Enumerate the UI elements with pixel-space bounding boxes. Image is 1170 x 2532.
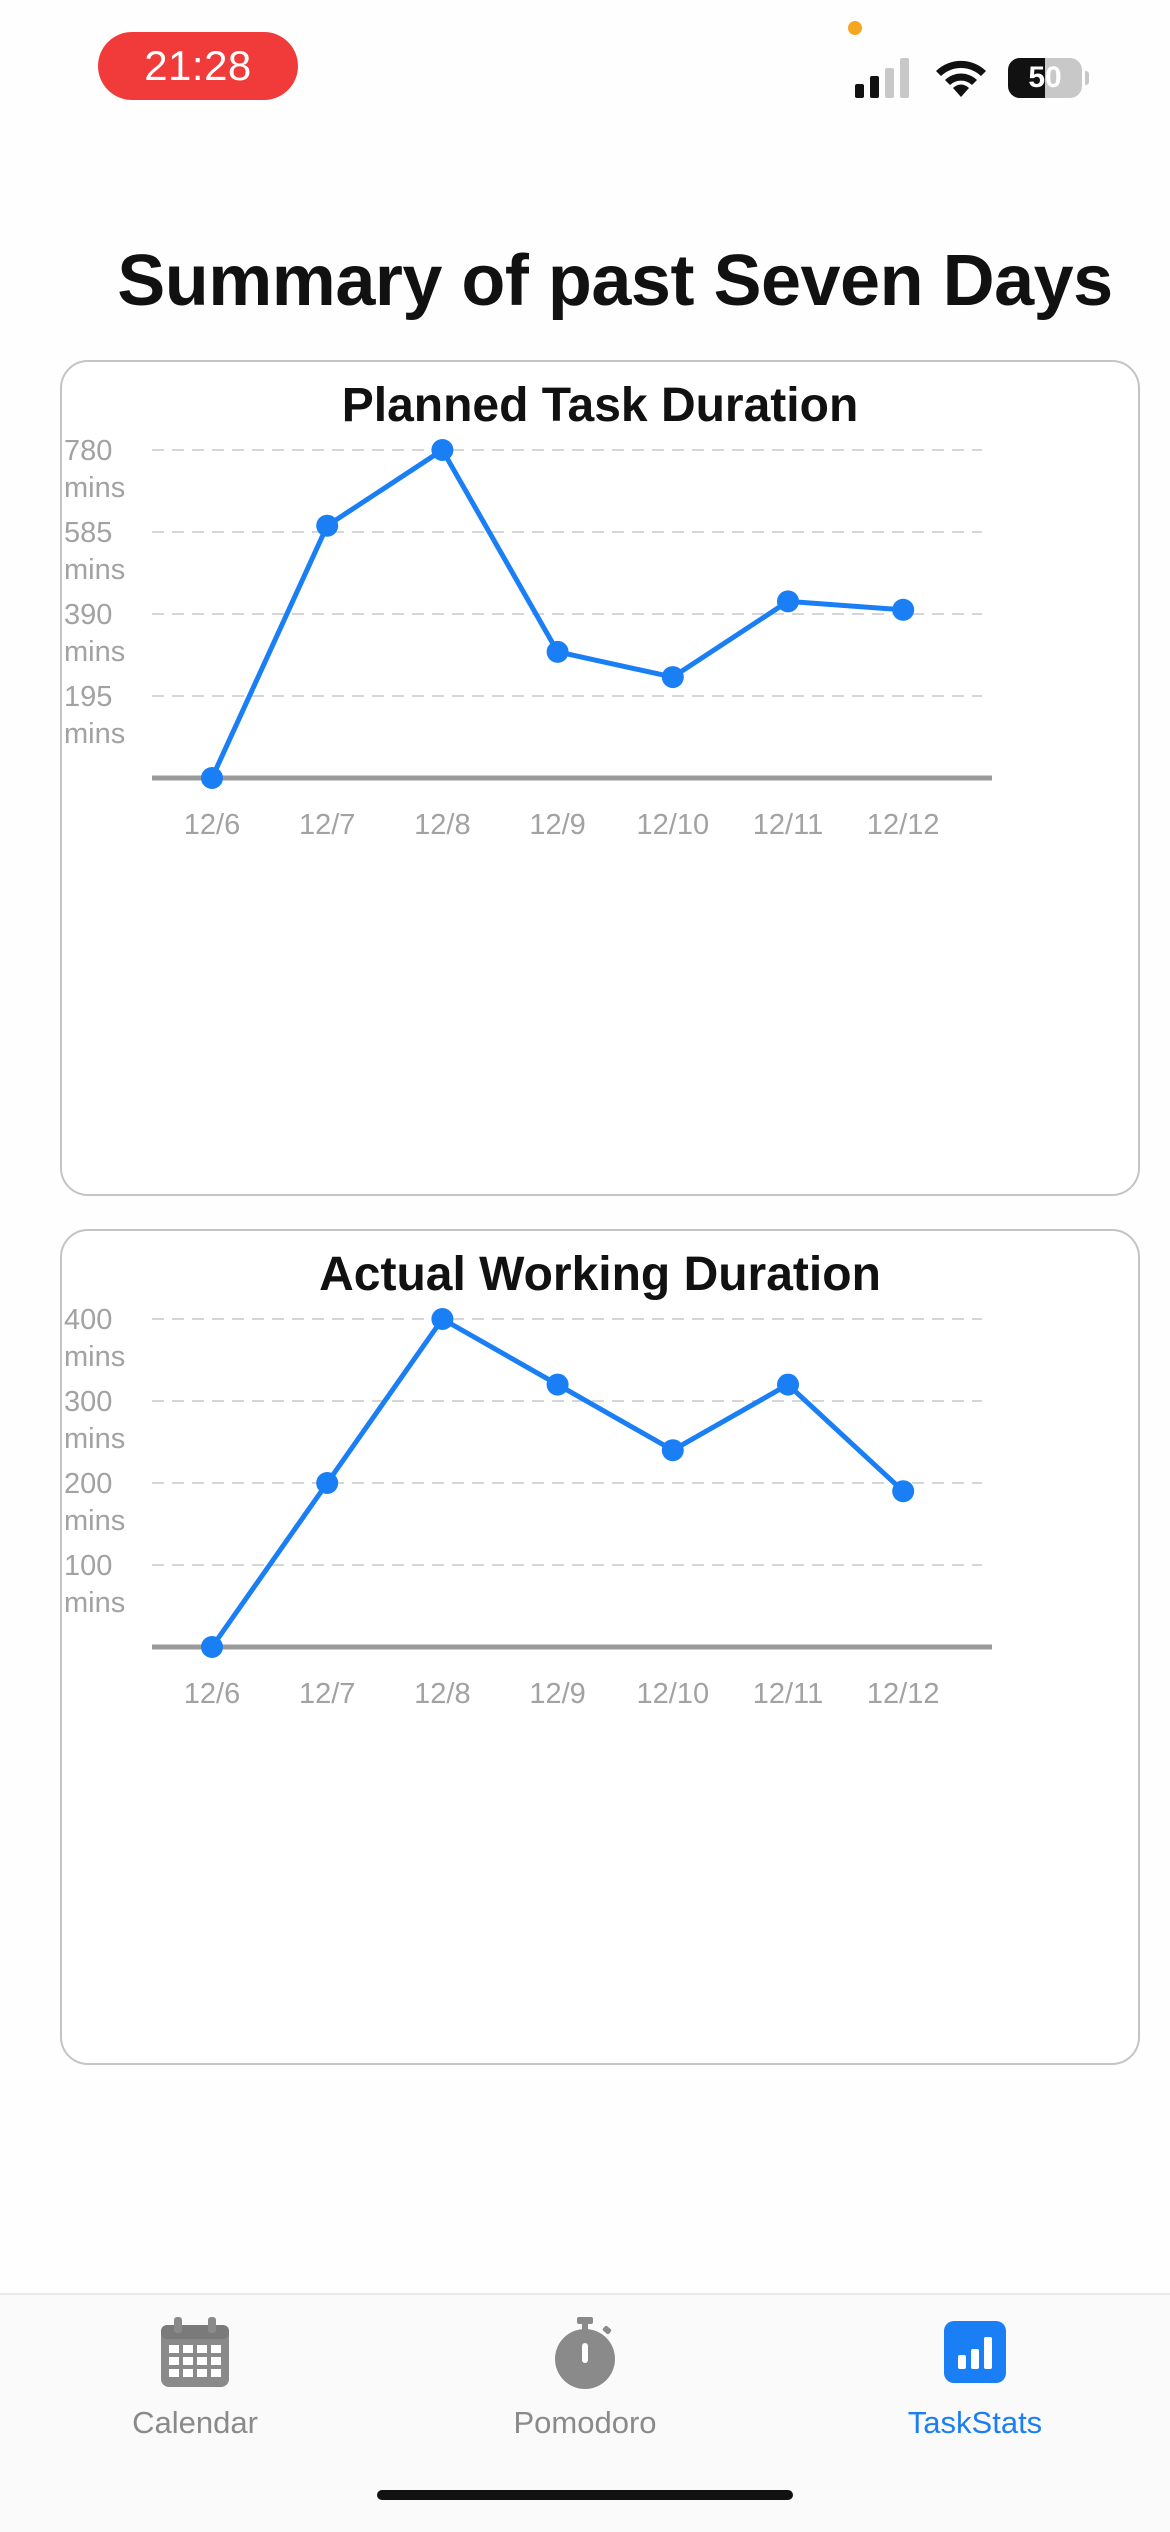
y-tick-value: 100 [64,1550,112,1582]
x-tick-label: 12/7 [299,809,355,841]
y-tick-value: 390 [64,599,112,631]
tab-pomodoro[interactable]: Pomodoro [390,2295,780,2455]
calendar-icon [161,2317,229,2387]
actual-duration-chart-card: Actual Working Duration 400 mins 300 mins 20… [60,1229,1140,2065]
data-point[interactable] [316,1472,339,1494]
x-tick-label: 12/6 [184,809,240,841]
x-tick-label: 12/11 [753,809,823,841]
status-time[interactable]: 21:28 [98,32,298,100]
page-title: Summary of past Seven Days [117,241,1113,321]
x-tick-label: 12/9 [529,809,585,841]
tab-taskstats[interactable]: TaskStats [780,2295,1170,2455]
x-tick-label: 12/7 [299,1678,355,1710]
home-indicator[interactable] [377,2490,793,2500]
data-point[interactable] [661,1439,684,1462]
planned-duration-chart-card: Planned Task Duration 780 mins 585 mins 390 m… [60,360,1140,1196]
x-tick-label: 12/8 [414,809,470,841]
y-tick-value: 400 [64,1304,112,1336]
battery-indicator: 50 [1008,58,1089,98]
y-tick-value: 780 [64,435,112,467]
y-tick-unit: mins [64,554,125,586]
data-point[interactable] [661,666,684,689]
y-tick-unit: mins [64,1341,125,1373]
y-tick-unit: mins [64,472,125,504]
data-point[interactable] [777,590,799,613]
data-point[interactable] [316,514,339,537]
stopwatch-icon [555,2317,615,2389]
x-tick-label: 12/12 [867,809,940,841]
data-point[interactable] [431,439,454,461]
y-tick-value: 200 [64,1468,112,1500]
x-tick-label: 12/6 [184,1678,240,1710]
tab-calendar[interactable]: Calendar [0,2295,390,2455]
y-tick-value: 195 [64,681,112,713]
battery-fill [1008,58,1045,98]
tab-label: TaskStats [907,2405,1043,2440]
actual-duration-line-chart: 400 mins 300 mins 200 mins 100 mins 12/6 12/7 12/8… [64,1304,992,1710]
y-tick-value: 300 [64,1386,112,1418]
x-tick-label: 12/8 [414,1678,470,1710]
data-point[interactable] [431,1308,454,1330]
data-point[interactable] [546,1373,569,1396]
x-tick-label: 12/12 [867,1678,940,1710]
tab-label: Pomodoro [513,2405,657,2440]
privacy-indicator-dot [848,21,862,35]
data-point[interactable] [892,598,915,621]
chart-bar-icon [944,2321,1006,2383]
data-point[interactable] [777,1373,799,1396]
cellular-signal-icon [855,58,909,98]
data-point[interactable] [201,1636,223,1658]
y-tick-value: 585 [64,517,112,549]
data-point[interactable] [546,640,569,663]
battery-cap [1085,71,1089,85]
data-point[interactable] [201,767,223,789]
x-tick-label: 12/10 [637,1678,710,1710]
y-tick-unit: mins [64,1505,125,1537]
data-point[interactable] [892,1480,915,1503]
chart-title: Planned Task Duration [341,379,859,432]
y-tick-unit: mins [64,1423,125,1455]
y-tick-unit: mins [64,718,125,750]
chart-title: Actual Working Duration [319,1248,881,1301]
battery-percentage: 50 [1028,61,1062,94]
battery-body [1008,58,1082,98]
x-tick-label: 12/10 [637,809,710,841]
wifi-icon [936,60,986,97]
x-tick-label: 12/11 [753,1678,823,1710]
planned-duration-line-chart: 780 mins 585 mins 390 mins 195 mins 12/6 12/7 12/8… [64,435,992,841]
y-tick-unit: mins [64,1587,125,1619]
x-tick-label: 12/9 [529,1678,585,1710]
y-tick-unit: mins [64,636,125,668]
tab-label: Calendar [132,2405,258,2440]
